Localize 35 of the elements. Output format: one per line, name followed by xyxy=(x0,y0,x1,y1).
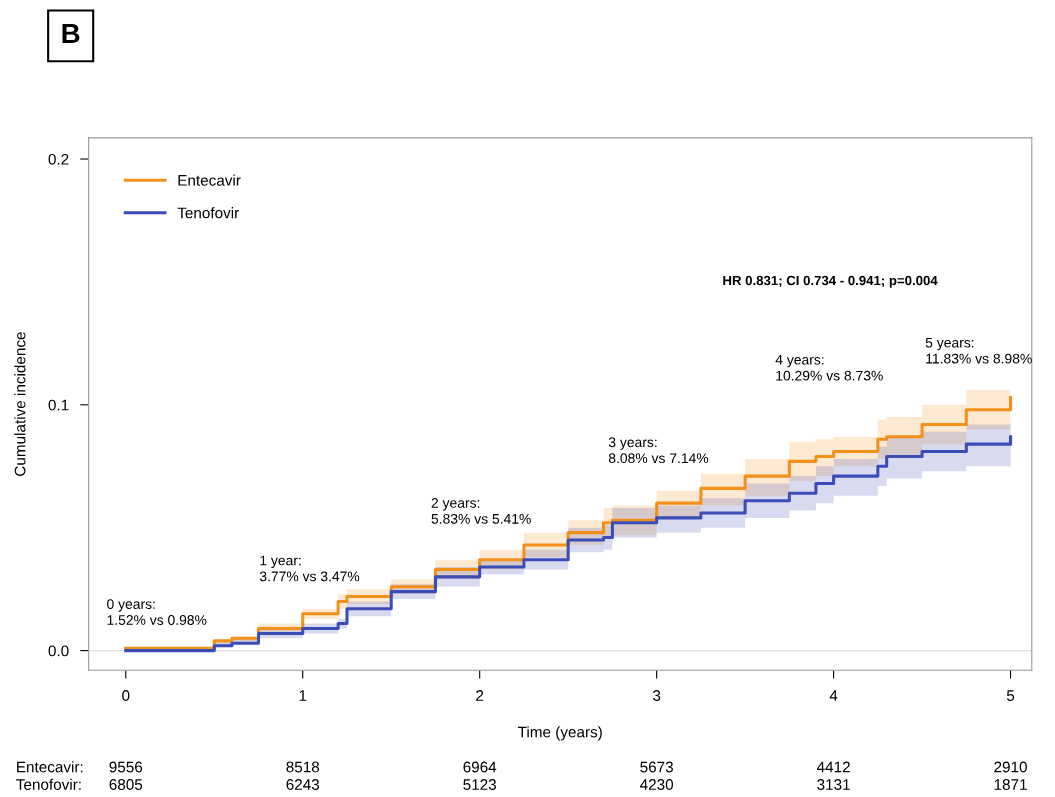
legend-label: Entecavir xyxy=(178,174,241,186)
annotation: HR 0.831; CI 0.734 - 0.941; p=0.004 xyxy=(723,275,938,288)
text: 6964 xyxy=(463,761,497,773)
y-axis-title: Cumulative incidence xyxy=(14,332,26,476)
y-tick-label: 0.1 xyxy=(48,399,69,411)
annotation: 5 years: 11.83% vs 8.98% xyxy=(925,337,1032,364)
text: 4230 xyxy=(640,779,674,790)
text: Tenofovir: xyxy=(16,778,81,790)
text: 2910 xyxy=(994,761,1027,773)
text: B xyxy=(62,23,80,44)
text: 5123 xyxy=(463,779,497,790)
x-axis-title: Time (years) xyxy=(517,726,602,741)
y-tick-label: 0.0 xyxy=(48,645,69,657)
text: 6243 xyxy=(286,779,320,790)
annotation: 3 years: 8.08% vs 7.14% xyxy=(608,437,709,464)
legend-label: Tenofovir xyxy=(177,207,239,219)
text: 3131 xyxy=(817,779,850,790)
annotation: 4 years: 10.29% vs 8.73% xyxy=(775,354,883,381)
text: 9556 xyxy=(109,761,143,773)
y-tick-label: 0.2 xyxy=(48,153,69,165)
text: 4412 xyxy=(816,761,850,773)
text: 8518 xyxy=(286,761,320,773)
x-tick-label: 0 xyxy=(122,690,130,701)
text: Entecavir: xyxy=(17,761,83,773)
text: 6805 xyxy=(109,779,143,790)
x-tick-label: 4 xyxy=(829,690,838,701)
annotation: 2 years: 5.83% vs 5.41% xyxy=(431,497,531,524)
x-tick-label: 2 xyxy=(476,690,484,701)
x-tick-label: 5 xyxy=(1006,690,1015,701)
x-tick-label: 3 xyxy=(652,690,661,701)
annotation: 1 year: 3.77% vs 3.47% xyxy=(259,555,360,582)
x-tick-label: 1 xyxy=(299,690,307,701)
annotation: 0 years: 1.52% vs 0.98% xyxy=(107,599,207,625)
text: 5673 xyxy=(640,761,673,773)
text: 1871 xyxy=(994,779,1027,790)
